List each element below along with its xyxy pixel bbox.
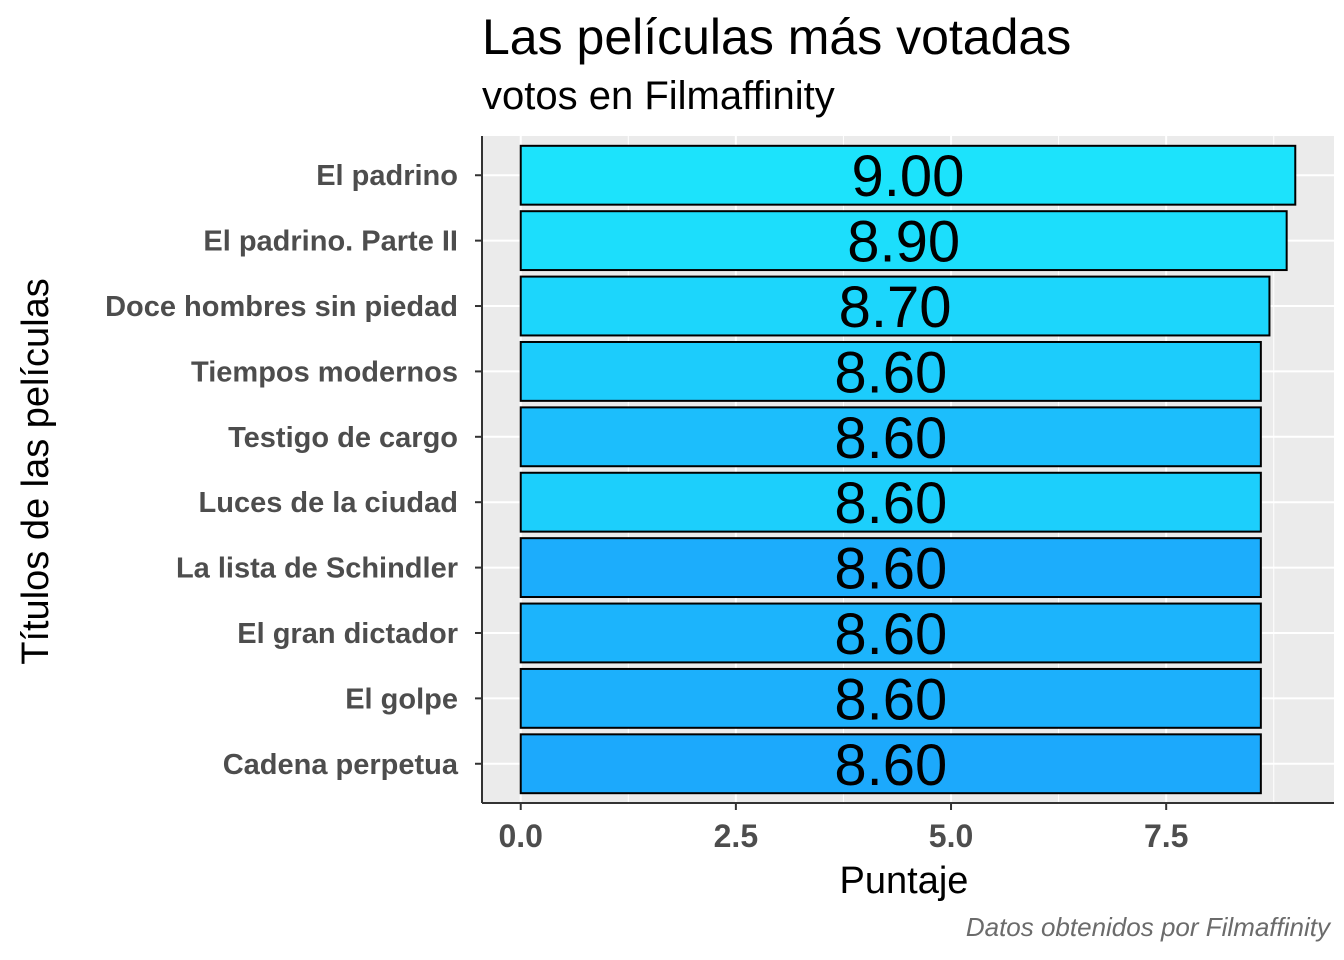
bar-data-label: 8.60 — [834, 340, 947, 405]
y-tick-label: Luces de la ciudad — [199, 487, 458, 519]
y-tick-label: Doce hombres sin piedad — [105, 291, 458, 323]
bar — [519, 144, 1297, 206]
bar-data-label: 8.90 — [847, 210, 960, 275]
bar-data-label: 9.00 — [852, 144, 965, 209]
x-tick-label: 0.0 — [498, 818, 542, 854]
y-tick-label: Testigo de cargo — [228, 422, 458, 454]
bars-group — [519, 144, 1297, 795]
bar-data-label: 8.60 — [834, 602, 947, 667]
y-tick-label: Cadena perpetua — [223, 749, 459, 781]
bar-data-label: 8.70 — [839, 275, 952, 340]
bar-labels-group: 9.008.908.708.608.608.608.608.608.608.60 — [834, 144, 964, 798]
x-tick-label: 7.5 — [1144, 818, 1188, 854]
x-tick-label: 2.5 — [714, 818, 758, 854]
bar — [519, 667, 1262, 729]
bar-data-label: 8.60 — [834, 667, 947, 732]
chart-caption: Datos obtenidos por Filmaffinity — [965, 912, 1330, 942]
bar-data-label: 8.60 — [834, 471, 947, 536]
bar — [519, 602, 1262, 664]
x-axis-title: Puntaje — [840, 860, 969, 902]
bar — [519, 340, 1262, 402]
y-tick-label: La lista de Schindler — [176, 553, 458, 585]
chart-title: Las películas más votadas — [482, 9, 1072, 65]
x-tick-label: 5.0 — [929, 818, 973, 854]
bar — [519, 275, 1271, 337]
bar-data-label: 8.60 — [834, 733, 947, 798]
y-tick-label: El gran dictador — [237, 618, 458, 650]
bar — [519, 210, 1288, 272]
bar — [519, 733, 1262, 795]
y-tick-label: El padrino. Parte II — [203, 226, 458, 258]
y-axis: El padrino El padrino. Parte II Doce hombr… — [105, 136, 483, 803]
x-axis: 0.0 2.5 5.0 7.5 — [482, 802, 1334, 854]
y-axis-title: Títulos de las películas — [15, 278, 57, 665]
y-tick-label: El padrino — [316, 160, 458, 192]
bar-data-label: 8.60 — [834, 537, 947, 602]
bar — [519, 471, 1262, 533]
y-tick-label: El golpe — [345, 683, 458, 715]
bar-data-label: 8.60 — [834, 406, 947, 471]
bar — [519, 406, 1262, 468]
chart-subtitle: votos en Filmaffinity — [482, 74, 835, 118]
bar — [519, 537, 1262, 599]
y-tick-label: Tiempos modernos — [191, 356, 458, 388]
